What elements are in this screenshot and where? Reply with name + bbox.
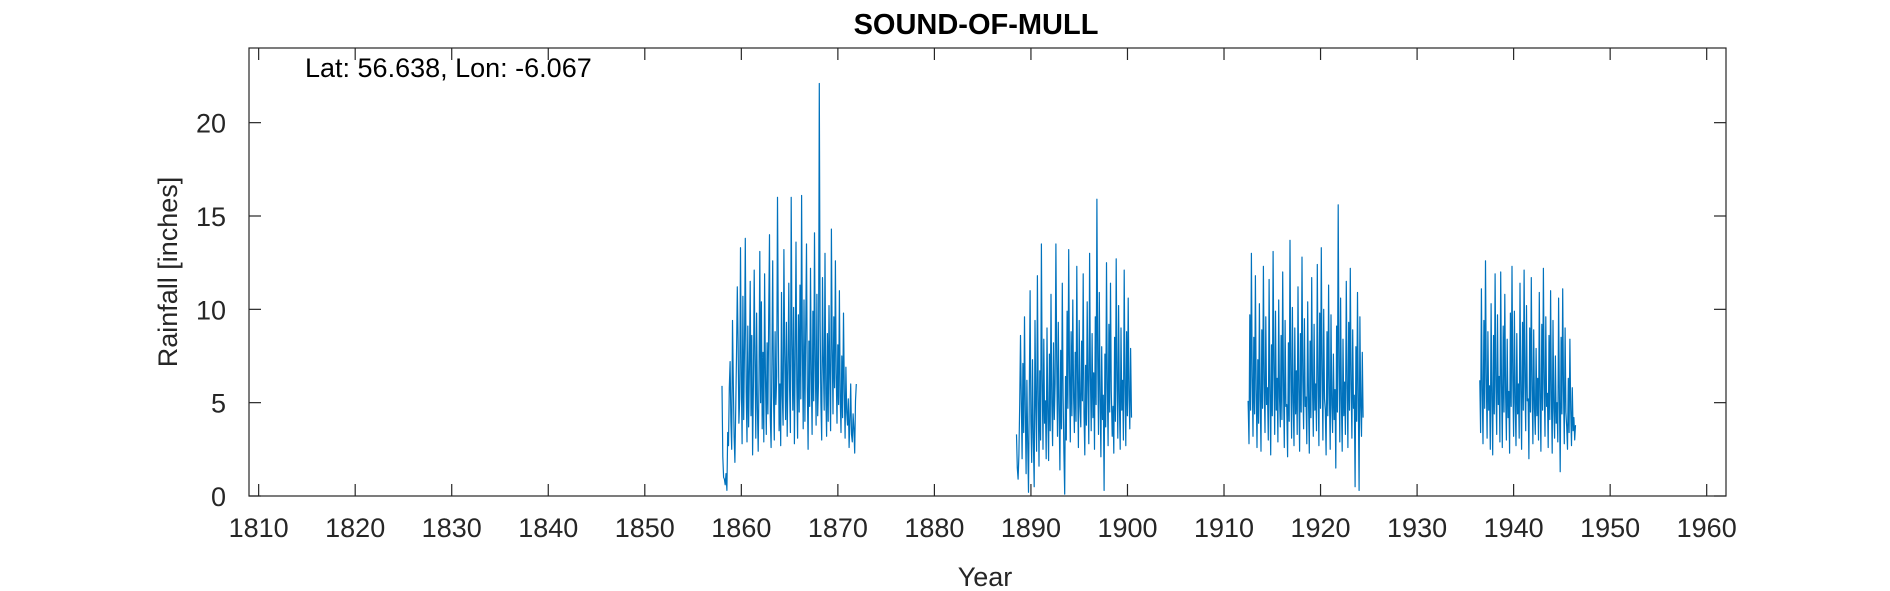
x-tick-label: 1910 bbox=[1194, 513, 1254, 543]
y-tick-label: 5 bbox=[211, 389, 226, 419]
x-tick-label: 1840 bbox=[518, 513, 578, 543]
chart-title: SOUND-OF-MULL bbox=[854, 9, 1099, 41]
y-tick-label: 15 bbox=[196, 202, 226, 232]
x-axis-ticks: 1810 1820 1830 1840 1850 1860 1870 1880 1890 1900… bbox=[229, 48, 1737, 543]
x-tick-label: 1830 bbox=[422, 513, 482, 543]
rainfall-series-line bbox=[721, 82, 857, 491]
x-tick-label: 1960 bbox=[1677, 513, 1737, 543]
y-axis-ticks: 0 5 10 15 20 bbox=[196, 109, 1726, 512]
x-tick-label: 1890 bbox=[1001, 513, 1061, 543]
y-tick-label: 20 bbox=[196, 109, 226, 139]
x-tick-label: 1810 bbox=[229, 513, 289, 543]
y-axis-label: Rainfall [inches] bbox=[153, 177, 183, 368]
x-tick-label: 1940 bbox=[1484, 513, 1544, 543]
x-tick-label: 1860 bbox=[711, 513, 771, 543]
x-tick-label: 1850 bbox=[615, 513, 675, 543]
y-tick-label: 0 bbox=[211, 482, 226, 512]
series-group bbox=[721, 82, 1577, 495]
y-tick-label: 10 bbox=[196, 295, 226, 325]
x-axis-label: Year bbox=[958, 562, 1013, 591]
rainfall-series-line bbox=[1247, 204, 1364, 491]
x-tick-label: 1950 bbox=[1580, 513, 1640, 543]
x-tick-label: 1930 bbox=[1387, 513, 1447, 543]
x-tick-label: 1820 bbox=[325, 513, 385, 543]
plot-area bbox=[248, 47, 1727, 497]
x-tick-label: 1880 bbox=[904, 513, 964, 543]
rainfall-series-line bbox=[1479, 260, 1577, 473]
location-annotation: Lat: 56.638, Lon: -6.067 bbox=[305, 53, 592, 83]
rainfall-series-line bbox=[1015, 198, 1133, 495]
x-tick-label: 1900 bbox=[1097, 513, 1157, 543]
x-tick-label: 1920 bbox=[1291, 513, 1351, 543]
x-tick-label: 1870 bbox=[808, 513, 868, 543]
